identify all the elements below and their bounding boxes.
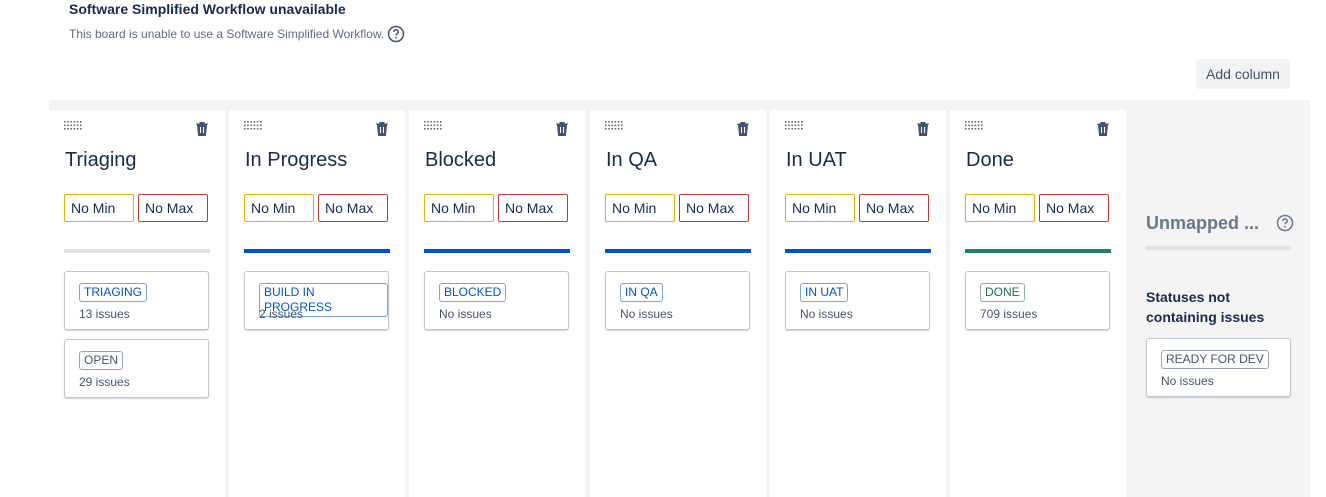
issue-count: 709 issues	[980, 307, 1038, 321]
status-card[interactable]: BLOCKED No issues	[424, 271, 569, 330]
column: In Progress No Min No Max BUILD IN PROGRESS…	[229, 110, 405, 497]
column: Triaging No Min No Max TRIAGING 13 issues OPE…	[49, 110, 225, 497]
status-lozenge: READY FOR DEV	[1161, 350, 1269, 369]
status-card[interactable]: IN UAT No issues	[785, 271, 930, 330]
issue-count: No issues	[439, 307, 492, 321]
status-bar	[605, 249, 751, 253]
min-input[interactable]: No Min	[64, 194, 134, 222]
status-lozenge: BLOCKED	[439, 283, 507, 302]
header-title: Software Simplified Workflow unavailable	[69, 1, 346, 17]
max-input[interactable]: No Max	[1039, 194, 1109, 222]
min-input[interactable]: No Min	[424, 194, 494, 222]
max-input[interactable]: No Max	[318, 194, 388, 222]
delete-icon[interactable]	[736, 121, 750, 142]
header-subtitle: This board is unable to use a Software S…	[69, 27, 385, 41]
drag-handle[interactable]	[785, 120, 805, 138]
status-lozenge: IN UAT	[800, 283, 849, 302]
status-bar	[965, 249, 1111, 253]
delete-icon[interactable]	[555, 121, 569, 142]
status-card[interactable]: BUILD IN PROGRESS 2 issues	[244, 271, 389, 330]
issue-count: 2 issues	[259, 307, 304, 321]
drag-handle[interactable]	[424, 120, 444, 138]
status-bar	[424, 249, 570, 253]
max-input[interactable]: No Max	[859, 194, 929, 222]
status-card[interactable]: OPEN 29 issues	[64, 339, 209, 398]
column-title: Done	[966, 149, 1014, 171]
status-card[interactable]: TRIAGING 13 issues	[64, 271, 209, 330]
drag-handle[interactable]	[244, 120, 264, 138]
delete-icon[interactable]	[916, 121, 930, 142]
status-bar	[64, 249, 210, 253]
status-bar	[244, 249, 390, 253]
delete-icon[interactable]	[375, 121, 389, 142]
status-bar	[1146, 246, 1291, 250]
status-bar	[785, 249, 931, 253]
column-title: Blocked	[425, 149, 497, 171]
drag-handle[interactable]	[64, 120, 84, 138]
min-input[interactable]: No Min	[605, 194, 675, 222]
max-input[interactable]: No Max	[679, 194, 749, 222]
status-lozenge: TRIAGING	[79, 283, 148, 302]
delete-icon[interactable]	[1096, 121, 1110, 142]
min-input[interactable]: No Min	[785, 194, 855, 222]
min-input[interactable]: No Min	[244, 194, 314, 222]
add-column-button[interactable]: Add column	[1196, 59, 1290, 89]
drag-handle[interactable]	[965, 120, 985, 138]
max-input[interactable]: No Max	[498, 194, 568, 222]
drag-handle[interactable]	[605, 120, 625, 138]
status-lozenge: IN QA	[620, 283, 663, 302]
min-input[interactable]: No Min	[965, 194, 1035, 222]
column-title: In Progress	[245, 149, 348, 171]
help-icon[interactable]	[1276, 214, 1294, 232]
delete-icon[interactable]	[195, 121, 209, 142]
column: Done No Min No Max DONE 709 issues	[950, 110, 1126, 497]
issue-count: 13 issues	[79, 307, 130, 321]
column: In UAT No Min No Max IN UAT No issues	[770, 110, 946, 497]
column-title: In QA	[606, 149, 658, 171]
issue-count: No issues	[800, 307, 853, 321]
status-lozenge: DONE	[980, 283, 1025, 302]
issue-count: No issues	[620, 307, 673, 321]
column: In QA No Min No Max IN QA No issues	[590, 110, 766, 497]
column-title: Triaging	[65, 149, 137, 171]
column: Blocked No Min No Max BLOCKED No issues	[409, 110, 585, 497]
issue-count: No issues	[1161, 374, 1214, 388]
unmapped-title: Unmapped ...	[1146, 213, 1260, 233]
issue-count: 29 issues	[79, 375, 130, 389]
status-card[interactable]: READY FOR DEV No issues	[1146, 338, 1291, 397]
status-lozenge: OPEN	[79, 351, 124, 370]
column-title: In UAT	[786, 149, 847, 171]
status-card[interactable]: IN QA No issues	[605, 271, 750, 330]
status-lozenge: BUILD IN PROGRESS	[259, 283, 388, 317]
max-input[interactable]: No Max	[138, 194, 208, 222]
unmapped-column: Unmapped ... Statuses not containing issu…	[1130, 110, 1306, 497]
status-card[interactable]: DONE 709 issues	[965, 271, 1110, 330]
unmapped-note: Statuses not containing issues	[1146, 289, 1265, 325]
help-icon[interactable]	[387, 25, 405, 43]
